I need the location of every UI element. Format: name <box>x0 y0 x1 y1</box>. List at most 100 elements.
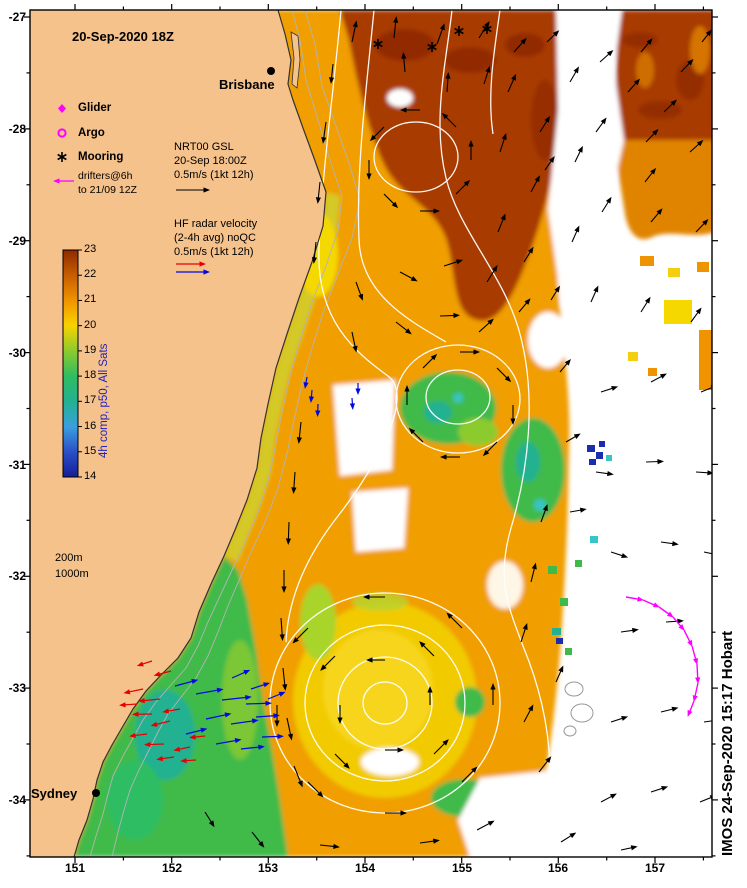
current-vector-arrow <box>546 30 560 43</box>
current-vector-arrow <box>499 132 507 153</box>
current-vector-arrow <box>366 160 372 180</box>
current-vector-arrow <box>497 213 506 233</box>
current-vector-arrow <box>315 181 321 204</box>
current-vector-arrow <box>703 719 712 723</box>
current-vector-arrow <box>401 52 407 73</box>
current-vector-arrow <box>595 117 607 133</box>
current-vector-arrow <box>460 349 480 355</box>
hf-radar-vector-blue <box>250 682 271 690</box>
current-vector-arrow <box>285 521 292 545</box>
current-vector-arrow <box>544 156 555 171</box>
hf-radar-vector-blue <box>205 712 232 720</box>
y-axis-tick-label: -32 <box>8 569 26 583</box>
hf-radar-vector-red <box>180 758 197 764</box>
current-vector-arrow <box>440 454 460 460</box>
current-vector-arrow <box>530 175 540 193</box>
current-vector-arrow <box>482 441 498 457</box>
drifter-segment-arrow <box>658 606 674 618</box>
current-vector-arrow <box>507 73 517 93</box>
y-axis-tick-label: -30 <box>8 346 26 360</box>
current-vector-arrow <box>251 831 265 848</box>
current-vector-arrow <box>699 795 712 803</box>
current-vector-arrow <box>366 657 385 663</box>
current-vector-arrow <box>523 704 534 723</box>
hf-radar-vector-red <box>119 702 138 708</box>
current-vector-arrow <box>650 785 669 793</box>
current-vector-arrow <box>399 271 418 282</box>
current-vector-arrow <box>599 49 614 63</box>
y-axis-tick-label: -34 <box>8 793 26 807</box>
current-vector-arrow <box>640 296 651 313</box>
current-vector-arrow <box>690 307 702 323</box>
drifter-track <box>625 596 701 717</box>
hf-radar-vector-blue <box>240 744 265 750</box>
current-vector-arrow <box>703 551 712 556</box>
current-vector-arrow <box>538 756 552 773</box>
y-axis-tick-label: -31 <box>8 458 26 472</box>
current-vector-arrow <box>590 285 599 303</box>
current-vector-arrow <box>293 765 303 788</box>
colorbar-tick-label: 18 <box>84 369 97 381</box>
hf-radar-vector-blue <box>349 397 355 410</box>
current-vector-arrow <box>689 139 704 153</box>
current-vector-arrow <box>530 562 537 583</box>
current-vector-arrow <box>559 358 571 373</box>
current-vector-arrow <box>660 541 679 547</box>
current-vector-arrow <box>565 433 581 443</box>
current-vector-arrow <box>455 179 471 195</box>
drifter-segment-arrow <box>687 700 695 717</box>
hf-key-red-arrow <box>176 261 206 267</box>
current-vector-arrow <box>518 298 531 313</box>
mooring-star-icon <box>482 25 492 33</box>
y-axis-tick-label: -27 <box>8 10 26 24</box>
current-vector-arrow <box>282 667 288 691</box>
nrt-key-line1: NRT00 GSL <box>174 141 234 153</box>
city-label-sydney: Sydney <box>31 786 78 801</box>
current-vector-arrow <box>355 281 364 301</box>
drifter-segment-arrow <box>692 682 699 702</box>
current-vector-arrow <box>307 781 324 798</box>
hf-radar-vector-blue <box>308 389 315 403</box>
current-vector-arrow <box>663 99 677 113</box>
hf-radar-red-arrows <box>119 660 206 764</box>
current-vector-arrow <box>369 126 385 142</box>
current-vector-arrow <box>351 20 358 43</box>
land-mass <box>30 10 326 857</box>
current-vector-arrow <box>478 318 494 333</box>
current-vector-arrow <box>274 705 280 727</box>
current-vector-arrow <box>292 627 309 644</box>
hf-radar-vector-red <box>132 711 153 717</box>
current-vector-arrow <box>334 753 350 769</box>
x-axis-tick-label: 156 <box>547 861 569 875</box>
current-vector-arrow <box>486 265 498 283</box>
colorbar-tick-label: 15 <box>84 445 97 457</box>
hf-radar-vector-blue <box>255 713 280 719</box>
drifter-segment-arrow <box>695 663 701 684</box>
current-vector-arrow <box>436 23 445 45</box>
current-vector-arrow <box>420 208 440 214</box>
y-axis-tick-label: -29 <box>8 234 26 248</box>
hf-radar-vector-blue <box>267 691 286 700</box>
mooring-markers <box>57 24 492 162</box>
current-vector-arrow <box>419 641 435 657</box>
current-vector-arrow <box>204 811 215 828</box>
current-vector-arrow <box>446 612 463 629</box>
current-vector-arrow <box>640 38 653 53</box>
current-vector-arrow <box>620 845 638 851</box>
current-vector-arrow <box>540 504 548 523</box>
x-axis-tick-label: 153 <box>257 861 279 875</box>
current-vector-arrow <box>439 312 460 319</box>
current-vector-arrow <box>337 705 343 724</box>
colorbar-tick-label: 20 <box>84 319 97 331</box>
drifter-key-arrow <box>53 178 74 184</box>
current-vector-arrow <box>400 107 420 113</box>
hf-radar-vector-blue <box>315 403 321 417</box>
hf-radar-vector-red <box>153 670 172 677</box>
hf-radar-blue-arrows <box>174 376 361 750</box>
current-vector-arrow <box>645 459 664 465</box>
current-vector-arrow <box>385 747 404 753</box>
hf-radar-vector-blue <box>355 383 361 395</box>
hf-radar-vector-blue <box>231 669 251 679</box>
